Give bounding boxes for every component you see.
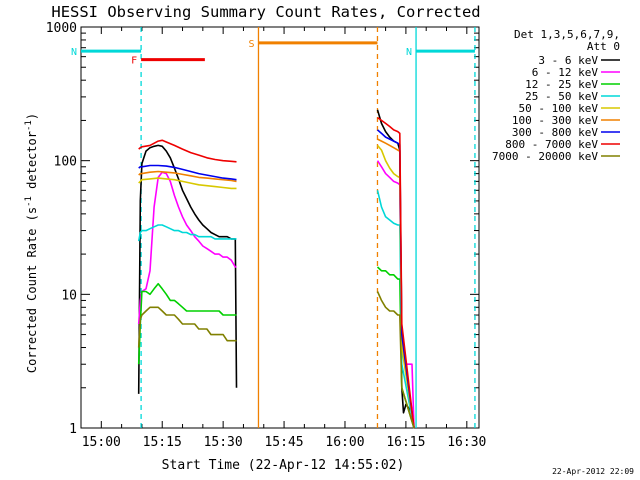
x-tick-label: 16:00 (325, 435, 364, 450)
x-tick-label: 15:30 (204, 435, 243, 450)
plot-area: 15:00 15:15 15:30 15:45 16:00 16:15 16:30 1 10 10… (46, 21, 487, 450)
flag-label: F (131, 56, 137, 67)
x-tick-label: 15:15 (143, 435, 182, 450)
series-line-6 (138, 164, 237, 181)
legend-entry-label: 12 - 25 keV (525, 78, 598, 91)
x-tick-label: 16:30 (447, 435, 486, 450)
series-line-4 (138, 177, 237, 190)
x-tick-label: 15:00 (82, 435, 121, 450)
x-axis-label: Start Time (22-Apr-12 14:55:02) (162, 458, 405, 473)
chart-title: HESSI Observing Summary Count Rates, Cor… (51, 3, 480, 21)
footer-date: 22-Apr-2012 22:09 (552, 467, 634, 476)
legend-entry-label: 25 - 50 keV (525, 90, 598, 103)
flag-label: S (248, 39, 254, 50)
y-tick-label: 1 (69, 422, 77, 437)
series-line-5 (138, 170, 237, 183)
series-line-3 (137, 224, 237, 242)
series-line-8 (376, 291, 415, 429)
legend-entry-label: 3 - 6 keV (538, 54, 598, 67)
series-line-0 (137, 144, 238, 394)
series-line-1 (137, 171, 237, 325)
flag-label: N (406, 47, 412, 58)
y-axis-label: Corrected Count Rate (s-1 detector-1) (24, 113, 39, 373)
series-line-7 (377, 116, 415, 429)
series-line-7 (138, 139, 237, 163)
y-tick-label: 10 (61, 288, 77, 303)
legend-title: Att 0 (587, 40, 620, 53)
legend-entry-label: 100 - 300 keV (512, 114, 598, 127)
series-line-8 (137, 306, 237, 348)
legend-entry-label: 800 - 7000 keV (505, 138, 598, 151)
y-tick-label: 1000 (46, 21, 77, 36)
legend-entry-label: 7000 - 20000 keV (492, 150, 598, 163)
x-tick-label: 15:45 (264, 435, 303, 450)
legend-entry-label: 6 - 12 keV (532, 66, 599, 79)
series-line-1 (376, 160, 415, 429)
plot-frame (80, 26, 480, 429)
x-tick-label: 16:15 (386, 435, 425, 450)
flag-label: N (71, 47, 77, 58)
legend-entry-label: 50 - 100 keV (519, 102, 599, 115)
series-line-2 (376, 266, 415, 429)
series-line-2 (137, 282, 237, 365)
legend-entry-label: 300 - 800 keV (512, 126, 598, 139)
y-tick-label: 100 (54, 155, 77, 170)
legend-title: Det 1,3,5,6,7,9, (514, 28, 620, 41)
